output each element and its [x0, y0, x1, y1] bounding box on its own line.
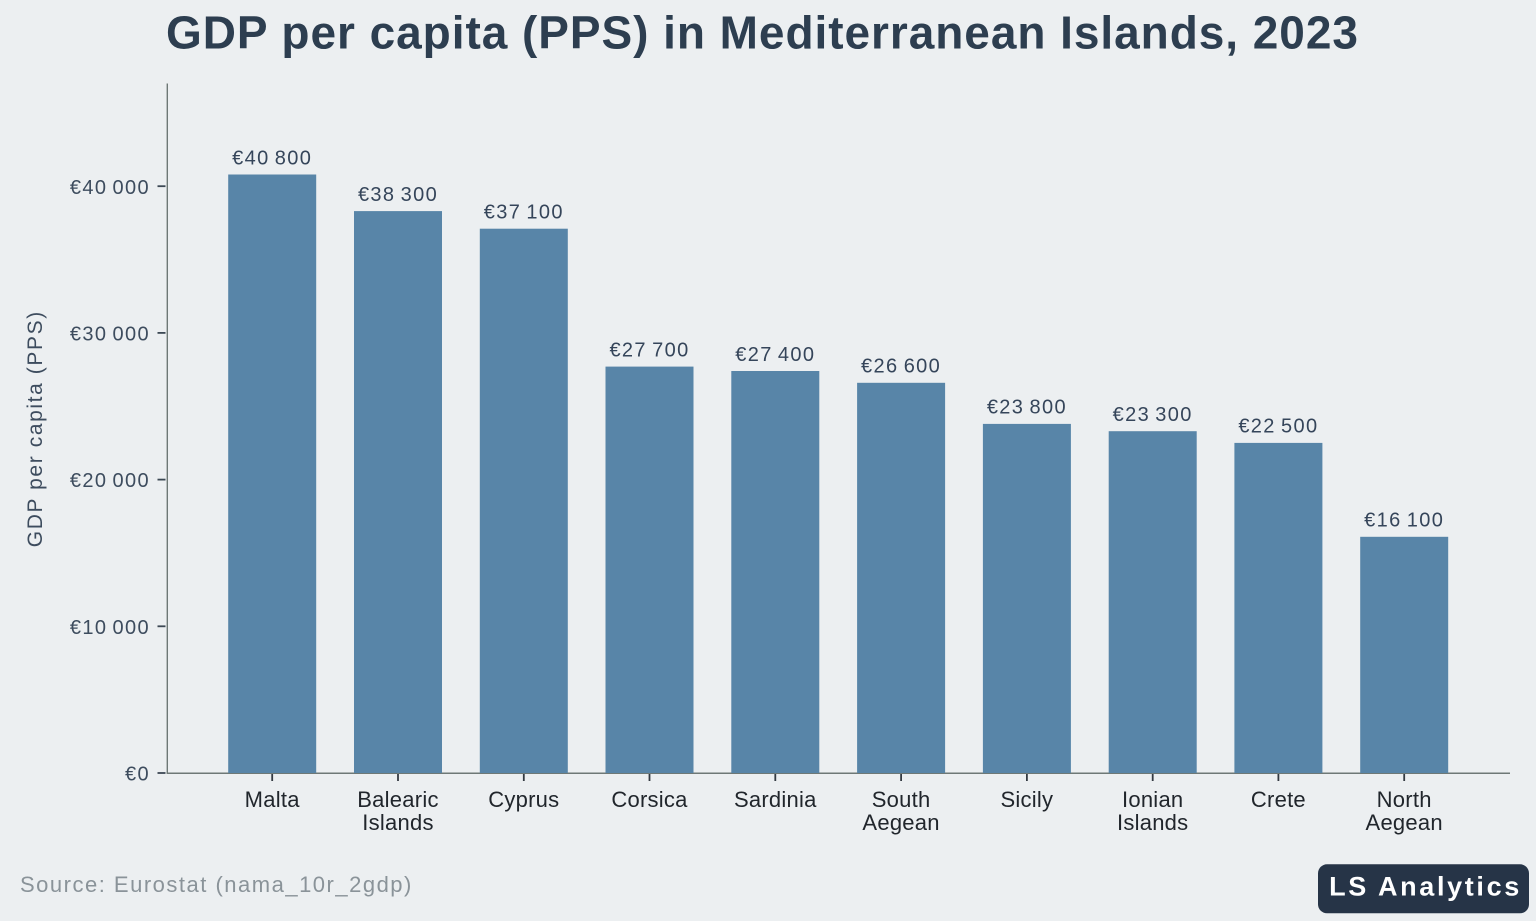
svg-text:€23 300: €23 300: [1113, 404, 1193, 426]
svg-text:€10 000: €10 000: [70, 617, 150, 639]
svg-text:€16 100: €16 100: [1364, 510, 1444, 532]
svg-text:€20 000: €20 000: [70, 470, 150, 492]
svg-text:GDP per capita (PPS) in Medite: GDP per capita (PPS) in Mediterranean Is…: [166, 7, 1359, 59]
svg-text:Crete: Crete: [1251, 787, 1306, 812]
svg-text:Balearic: Balearic: [357, 787, 438, 812]
svg-text:Islands: Islands: [362, 810, 433, 835]
svg-text:LS Analytics: LS Analytics: [1329, 872, 1522, 902]
svg-text:Aegean: Aegean: [1366, 810, 1443, 835]
svg-text:Ionian: Ionian: [1122, 787, 1183, 812]
svg-text:€40 000: €40 000: [70, 177, 150, 199]
svg-text:Cyprus: Cyprus: [488, 787, 559, 812]
svg-text:Sardinia: Sardinia: [734, 787, 817, 812]
svg-text:€23 800: €23 800: [987, 397, 1067, 419]
svg-text:€22 500: €22 500: [1238, 416, 1318, 438]
svg-text:€38 300: €38 300: [358, 184, 438, 206]
svg-text:GDP per capita (PPS): GDP per capita (PPS): [24, 310, 47, 547]
svg-text:Corsica: Corsica: [611, 787, 688, 812]
svg-text:€27 700: €27 700: [609, 339, 689, 361]
svg-text:€26 600: €26 600: [861, 356, 941, 378]
svg-text:Sicily: Sicily: [1000, 787, 1053, 812]
svg-text:€40 800: €40 800: [232, 147, 312, 169]
svg-text:Aegean: Aegean: [862, 810, 939, 835]
svg-text:€27 400: €27 400: [735, 344, 815, 366]
svg-text:€37 100: €37 100: [484, 202, 564, 224]
svg-text:North: North: [1377, 787, 1432, 812]
svg-text:€30 000: €30 000: [70, 324, 150, 346]
svg-text:South: South: [872, 787, 931, 812]
svg-text:Source: Eurostat (nama_10r_2gd: Source: Eurostat (nama_10r_2gdp): [20, 872, 413, 897]
svg-text:Malta: Malta: [245, 787, 301, 812]
svg-text:€0: €0: [125, 764, 150, 786]
svg-text:Islands: Islands: [1117, 810, 1188, 835]
